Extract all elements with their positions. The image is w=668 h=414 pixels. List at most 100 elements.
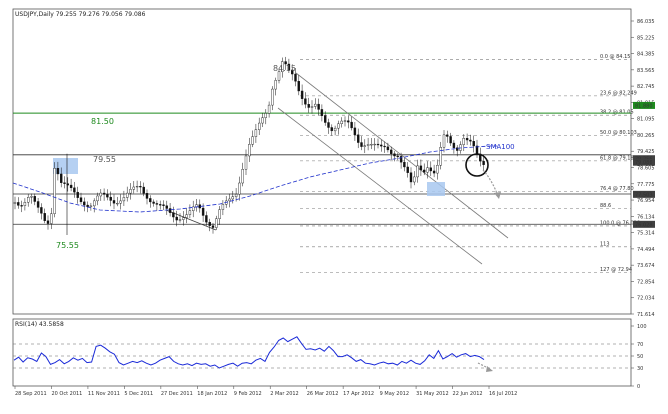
candle-body — [297, 81, 300, 92]
candle-body — [165, 205, 169, 209]
candle-body — [86, 204, 89, 208]
candle-body — [152, 201, 155, 204]
candle-body — [333, 127, 337, 132]
candle-body — [46, 220, 50, 224]
candle-body — [390, 149, 393, 154]
candle-body — [357, 134, 360, 143]
candle-body — [89, 205, 93, 208]
candle-body — [462, 138, 465, 145]
candle-body — [271, 88, 274, 106]
rsi-title: RSI(14) 43.5858 — [15, 321, 64, 328]
x-tick-label: 20 Oct 2011 — [51, 391, 82, 397]
candle-body — [248, 144, 251, 157]
candle-body — [182, 217, 185, 220]
candle-body — [241, 169, 244, 184]
main-chart-title: USDJPY,Daily 79.255 79.276 79.056 79.086 — [15, 11, 146, 18]
fib-level-label: 23.6 @ 82.249 — [600, 90, 637, 96]
candle-body — [201, 207, 205, 216]
candle-body — [149, 198, 152, 203]
rsi-levels — [13, 343, 631, 369]
y-tick-label: 83.565 — [637, 68, 655, 74]
candle-body — [393, 153, 396, 157]
fib-level-label: 0.0 @ 84.15 — [600, 54, 630, 60]
candle-body — [423, 169, 426, 173]
candle-body — [33, 196, 36, 202]
rsi-tick-label: 0 — [637, 384, 640, 390]
candle-body — [413, 176, 416, 183]
price-tag-label: 77.503 — [635, 192, 653, 198]
main-panel-frame — [12, 8, 632, 315]
y-tick-label: 74.494 — [637, 247, 655, 253]
candle-body — [456, 147, 459, 151]
level-79-55-label: 79.55 — [93, 155, 116, 164]
annotations: 84.15 75.55 81.50 79.55 SMA100 — [56, 64, 515, 250]
y-tick-label: 78.605 — [637, 166, 655, 172]
candle-body — [429, 167, 432, 172]
candle-body — [83, 201, 86, 206]
candle-body — [162, 204, 165, 206]
candle-body — [469, 139, 472, 142]
x-tick-label: 17 Apr 2012 — [343, 391, 374, 397]
candle-body — [17, 202, 20, 206]
x-tick-label: 22 Jun 2012 — [453, 391, 483, 397]
candle-body — [406, 166, 409, 173]
candle-body — [330, 127, 333, 132]
price-tag-label: 81.880 — [635, 103, 653, 109]
candle-body — [27, 197, 30, 203]
candle-body — [363, 145, 366, 147]
candle-body — [56, 168, 60, 175]
highlight-box-oct — [53, 158, 78, 174]
candle-body — [360, 142, 363, 147]
channel-upper-line — [295, 72, 509, 239]
candle-body — [343, 120, 347, 122]
candle-body — [102, 192, 106, 195]
candle-body — [251, 136, 254, 145]
candle-body — [23, 202, 27, 206]
candle-body — [403, 161, 406, 168]
y-tick-label: 77.775 — [637, 182, 655, 188]
fib-level-label: 100.0 @ 76.026 — [600, 220, 640, 226]
candle-body — [340, 120, 343, 125]
candle-body — [347, 120, 350, 123]
candle-body — [234, 193, 238, 197]
x-tick-label: 28 Sep 2011 — [15, 391, 47, 397]
candle-body — [116, 203, 119, 205]
candle-body — [409, 172, 413, 183]
candle-body — [92, 200, 96, 207]
price-tag-box — [633, 220, 655, 228]
high-label: 84.15 — [273, 64, 296, 73]
candle-body — [221, 204, 225, 210]
candle-body — [436, 165, 439, 174]
candle-body — [449, 136, 452, 144]
candle-body — [53, 168, 56, 214]
candle-body — [274, 80, 277, 90]
candle-body — [373, 143, 376, 146]
y-tick-label: 85.225 — [637, 35, 655, 41]
candle-body — [416, 165, 419, 178]
sma100-line — [12, 145, 500, 213]
y-tick-label: 76.134 — [637, 214, 655, 220]
x-tick-label: 26 Mar 2012 — [307, 391, 339, 397]
y-tick-label: 86.035 — [637, 19, 655, 25]
candle-body — [446, 134, 449, 137]
candle-body — [307, 104, 310, 108]
candle-body — [317, 103, 320, 110]
candle-body — [73, 187, 76, 193]
candle-body — [178, 219, 182, 221]
candle-body — [119, 200, 122, 204]
fib-level-label: 88.6 — [600, 203, 611, 209]
candle-body — [63, 182, 66, 184]
y-tick-label: 82.745 — [637, 84, 655, 90]
candle-body — [132, 186, 136, 190]
candle-body — [284, 61, 287, 65]
candle-body — [324, 115, 327, 123]
candle-body — [191, 206, 195, 211]
low-label: 75.55 — [56, 241, 79, 250]
y-tick-label: 79.425 — [637, 149, 655, 155]
highlight-box-june — [427, 182, 445, 196]
candle-body — [261, 117, 264, 124]
candle-body — [442, 134, 446, 148]
candle-body — [320, 109, 324, 116]
candle-body — [399, 156, 403, 163]
